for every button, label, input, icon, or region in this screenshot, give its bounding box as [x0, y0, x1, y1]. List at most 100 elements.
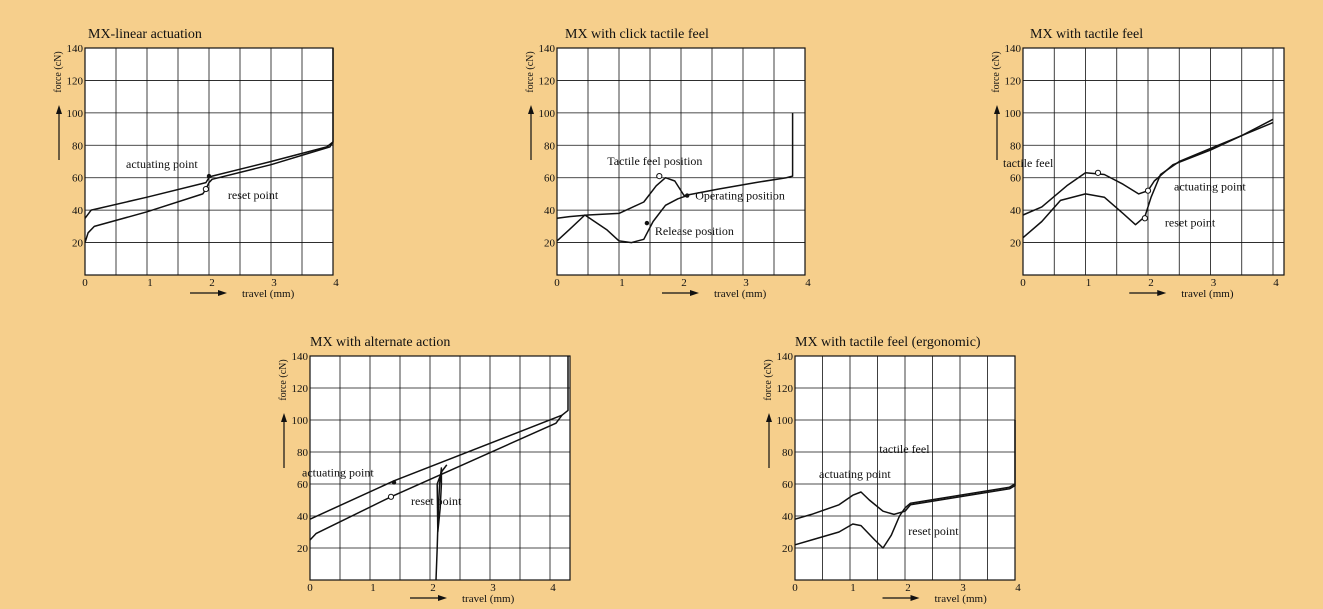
x-tick-label: 2 [430, 582, 436, 594]
x-tick-label: 3 [490, 582, 496, 594]
annotation-point [644, 220, 650, 226]
y-tick-label: 60 [544, 173, 556, 185]
y-tick-label: 140 [1005, 43, 1022, 55]
x-axis-label: travel (mm) [462, 593, 515, 605]
chart-panel-2: MX with click tactile feel20406080100120… [525, 27, 811, 300]
annotation-label: reset point [908, 524, 959, 538]
y-tick-label: 40 [1010, 205, 1022, 217]
annotation-point [391, 480, 397, 485]
annotation-label: Tactile feel position [607, 154, 702, 168]
x-tick-label: 1 [147, 277, 153, 289]
y-tick-label: 120 [539, 75, 556, 87]
y-tick-label: 140 [292, 351, 309, 363]
y-tick-label: 80 [297, 447, 309, 459]
y-tick-label: 60 [782, 479, 794, 491]
x-tick-label: 2 [209, 277, 215, 289]
x-axis-label: travel (mm) [242, 288, 295, 300]
y-tick-label: 20 [72, 238, 84, 250]
y-tick-label: 120 [777, 383, 794, 395]
y-tick-label: 40 [297, 511, 309, 523]
annotation-point [656, 172, 663, 180]
y-tick-label: 100 [539, 108, 556, 120]
y-tick-label: 140 [539, 43, 556, 55]
x-tick-label: 4 [333, 277, 339, 289]
chart-title: MX with tactile feel [1030, 27, 1143, 42]
y-tick-label: 100 [67, 108, 84, 120]
y-tick-label: 20 [782, 543, 794, 555]
series-line-2 [556, 194, 688, 244]
y-tick-label: 80 [782, 447, 794, 459]
annotation-label: Release position [655, 224, 734, 238]
annotation-label: reset point [411, 494, 462, 508]
chart-title: MX with tactile feel (ergonomic) [795, 335, 981, 350]
y-axis-label: force (cN) [525, 51, 536, 92]
y-axis-arrowhead [994, 105, 1000, 114]
y-axis-label: force (cN) [278, 359, 289, 400]
annotation-point [1141, 215, 1148, 222]
chart-panel-1: MX-linear actuation 20 40 60 80 100 120 140 0 1 2 3… [53, 27, 339, 300]
plot-area [1022, 47, 1285, 276]
y-tick-label: 100 [777, 415, 794, 427]
annotation-point [1144, 187, 1152, 194]
y-tick-label: 120 [1005, 75, 1022, 87]
x-axis-arrowhead [438, 595, 447, 601]
x-tick-label: 1 [850, 582, 856, 594]
y-tick-label: 40 [544, 205, 556, 217]
chart-panel-5: MX with tactile feel (ergonomic)20406080… [763, 335, 1021, 605]
y-axis-arrowhead [766, 413, 772, 422]
x-tick-label: 1 [370, 582, 376, 594]
y-tick-label: 80 [544, 140, 556, 152]
x-tick-label: 0 [554, 277, 560, 289]
x-tick-label: 2 [681, 277, 687, 289]
series-line-1 [794, 420, 1016, 520]
series-line-3 [435, 464, 448, 581]
x-tick-label: 4 [1273, 277, 1279, 289]
annotation-label: actuating point [1174, 180, 1246, 194]
y-tick-label: 20 [297, 543, 309, 555]
x-tick-label: 4 [1015, 582, 1021, 594]
x-axis-label: travel (mm) [1181, 288, 1234, 300]
y-tick-label: 40 [782, 511, 794, 523]
x-axis-arrowhead [690, 290, 699, 296]
annotation-label: Operating position [695, 189, 785, 203]
annotation-label: tactile feel [879, 442, 930, 456]
x-tick-label: 3 [271, 277, 277, 289]
annotation-label: actuating point [126, 157, 198, 171]
annotation-point [387, 493, 395, 500]
series-line-2 [1022, 121, 1274, 239]
plot-area [309, 355, 571, 581]
x-tick-label: 1 [1086, 277, 1092, 289]
y-axis-arrowhead [281, 413, 287, 422]
chart-title: MX-linear actuation [88, 27, 202, 42]
y-tick-label: 20 [544, 238, 556, 250]
x-tick-label: 0 [792, 582, 798, 594]
y-tick-label: 100 [1005, 108, 1022, 120]
y-tick-label: 60 [72, 173, 84, 185]
annotation-point [1094, 169, 1102, 176]
x-tick-label: 0 [1020, 277, 1026, 289]
y-tick-label: 140 [67, 43, 84, 55]
annotation-point [685, 193, 690, 198]
x-tick-label: 4 [805, 277, 811, 289]
annotation-label: reset point [1165, 215, 1216, 229]
x-tick-label: 0 [307, 582, 313, 594]
y-tick-label: 100 [292, 415, 309, 427]
x-axis-label: travel (mm) [935, 593, 988, 605]
annotation-point [206, 173, 212, 179]
series-line-1 [1022, 118, 1274, 216]
y-tick-label: 20 [1010, 238, 1022, 250]
y-tick-label: 60 [297, 479, 309, 491]
annotation-label: actuating point [302, 465, 374, 479]
y-axis-label: force (cN) [991, 51, 1002, 92]
x-axis-arrowhead [1157, 290, 1167, 296]
chart-panel-4: MX with alternate action2040608010012014… [278, 335, 571, 605]
y-axis-label: force (cN) [763, 359, 774, 400]
series-line-2 [794, 483, 1016, 549]
x-tick-label: 2 [905, 582, 911, 594]
x-tick-label: 1 [619, 277, 625, 289]
y-tick-label: 120 [292, 383, 309, 395]
x-tick-label: 2 [1148, 277, 1154, 289]
y-axis-label: force (cN) [53, 51, 64, 92]
annotation-label: actuating point [819, 467, 891, 481]
